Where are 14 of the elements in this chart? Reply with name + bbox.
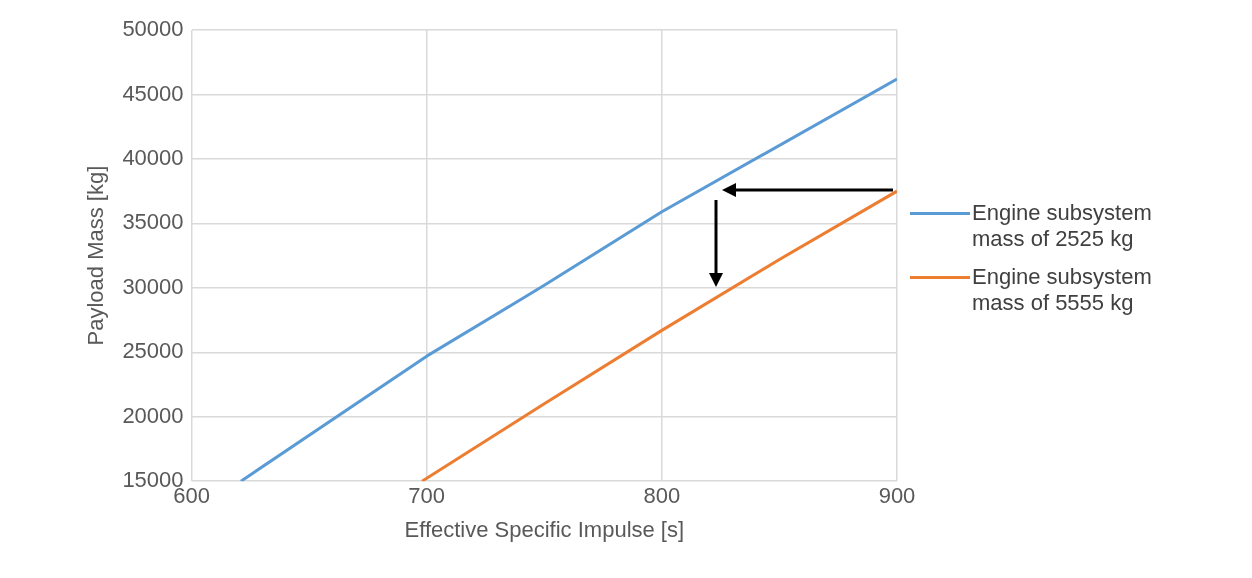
legend-label: Engine subsystem mass of 2525 kg xyxy=(972,200,1153,252)
x-axis-title: Effective Specific Impulse [s] xyxy=(404,516,685,542)
y-axis-title: Payload Mass [kg] xyxy=(83,165,109,346)
y-tick-label: 35000 xyxy=(122,209,184,235)
legend-label: Engine subsystem mass of 5555 kg xyxy=(972,264,1153,316)
y-tick-label: 30000 xyxy=(122,273,184,299)
x-tick-label: 700 xyxy=(408,483,446,509)
y-tick-label: 50000 xyxy=(122,16,184,42)
y-tick-label: 45000 xyxy=(122,80,184,106)
x-tick-label: 900 xyxy=(878,483,916,509)
y-tick-label: 25000 xyxy=(122,338,184,364)
y-tick-label: 20000 xyxy=(122,402,184,428)
x-tick-label: 800 xyxy=(643,483,681,509)
y-tick-label: 40000 xyxy=(122,144,184,170)
